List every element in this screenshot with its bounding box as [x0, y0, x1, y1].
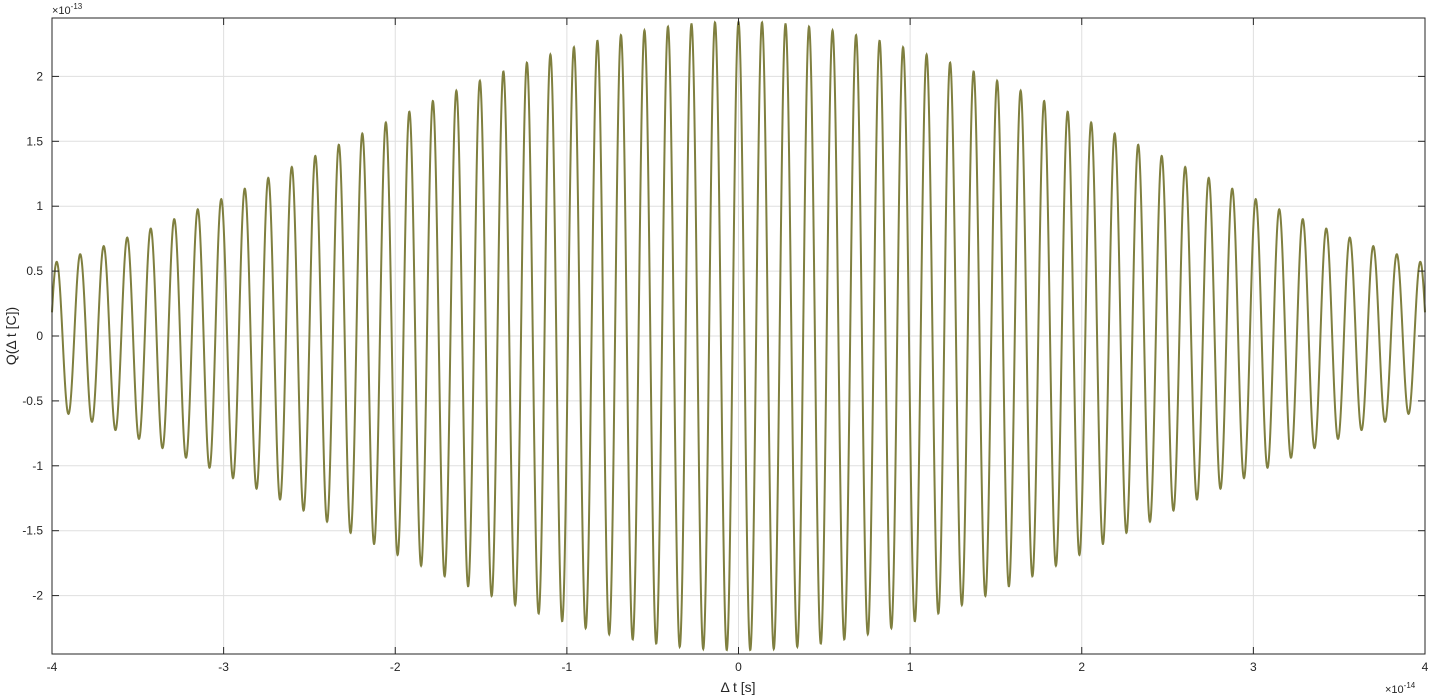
y-tick-label: -1.5: [22, 524, 43, 538]
y-tick-label: -2: [32, 589, 43, 603]
x-tick-label: 4: [1422, 660, 1429, 674]
x-axis-exponent: ×10-14: [1385, 681, 1416, 696]
x-tick-label: -1: [562, 660, 573, 674]
x-tick-label: 2: [1078, 660, 1085, 674]
x-tick-label: 0: [735, 660, 742, 674]
x-tick-label: 1: [907, 660, 914, 674]
y-tick-label: 1: [36, 199, 43, 213]
x-axis-label: Δ t [s]: [720, 679, 755, 695]
y-tick-label: -1: [32, 459, 43, 473]
y-axis-exponent: ×10-13: [52, 2, 83, 17]
y-tick-label: 1.5: [26, 134, 43, 148]
y-tick-label: 0.5: [26, 264, 43, 278]
y-axis-label: Q(Δ t [C]): [3, 307, 19, 365]
tick-labels: -4 -3 -2 -1 0 1 2 3 4 2 1.5 1 0.5 0 -0.5 -1 -1.5 -2: [22, 69, 1428, 674]
y-tick-label: 2: [36, 69, 43, 83]
y-tick-label: 0: [36, 329, 43, 343]
x-tick-label: -3: [218, 660, 229, 674]
grid: [52, 18, 1425, 654]
x-tick-label: 3: [1250, 660, 1257, 674]
ticks: [51, 18, 1426, 654]
x-tick-label: -2: [390, 660, 401, 674]
x-tick-label: -4: [47, 660, 58, 674]
y-tick-label: -0.5: [22, 394, 43, 408]
